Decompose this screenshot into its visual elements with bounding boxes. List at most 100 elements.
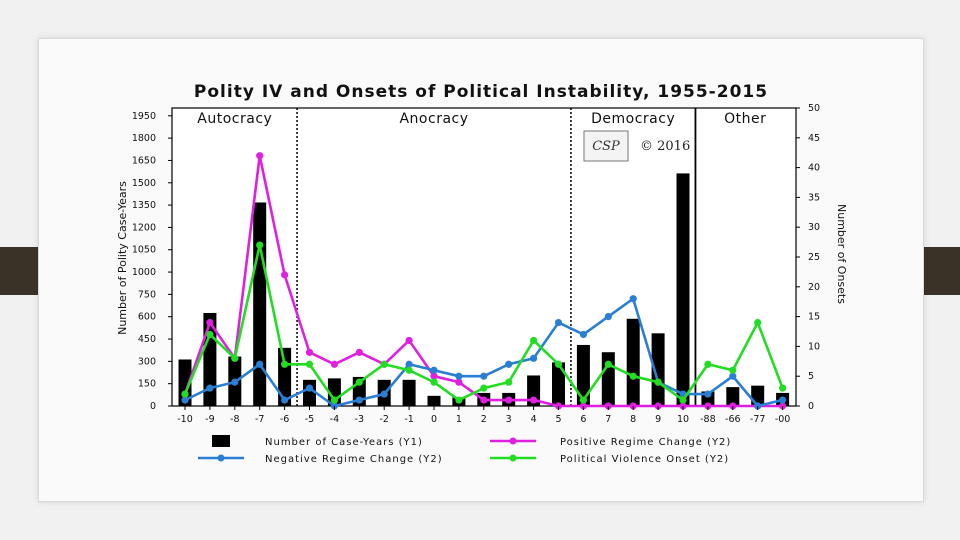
political-violence-onset-point xyxy=(704,360,712,368)
negative-regime-change-point xyxy=(181,396,189,404)
legend-swatch-marker xyxy=(509,437,517,445)
case-years-bar xyxy=(427,395,441,406)
legend-entry-label: Positive Regime Change (Y2) xyxy=(560,437,731,448)
y1-tick-label: 1350 xyxy=(132,200,156,211)
negative-regime-change-point xyxy=(256,360,264,368)
negative-regime-change-point xyxy=(629,295,637,303)
political-violence-onset-point xyxy=(779,384,787,392)
y2-tick-label: 50 xyxy=(808,103,820,114)
case-years-bar xyxy=(601,352,615,406)
x-tick-label: -10 xyxy=(177,414,193,425)
region-label: Other xyxy=(724,111,766,127)
political-violence-onset-point xyxy=(604,360,612,368)
x-tick-label: 9 xyxy=(655,414,661,425)
x-tick-label: 3 xyxy=(506,414,512,425)
political-violence-onset-point xyxy=(305,360,314,368)
political-violence-onset-point xyxy=(530,336,538,345)
positive-regime-change-point xyxy=(206,318,214,327)
y1-tick-label: 1500 xyxy=(132,178,156,189)
x-tick-label: 1 xyxy=(456,414,462,425)
y1-tick-label: 300 xyxy=(138,356,156,367)
legend-swatch-bar xyxy=(212,435,230,447)
case-years-bar xyxy=(576,344,590,406)
political-violence-onset-point xyxy=(231,354,239,362)
political-violence-onset-point xyxy=(430,378,438,386)
x-tick-label: -66 xyxy=(725,414,741,425)
x-tick-label: -3 xyxy=(355,414,364,425)
positive-regime-change-point xyxy=(256,152,264,160)
y1-tick-label: 1050 xyxy=(132,245,156,256)
y2-tick-label: 30 xyxy=(808,222,820,233)
y2-tick-label: 0 xyxy=(808,401,814,412)
case-years-bar xyxy=(676,173,690,406)
y1-tick-label: 0 xyxy=(150,401,156,412)
csp-logo-box xyxy=(583,130,629,162)
positive-regime-change-point xyxy=(430,372,438,380)
y1-tick-label: 1200 xyxy=(132,222,156,233)
political-violence-onset-point xyxy=(729,366,737,374)
political-violence-onset-point xyxy=(281,360,289,368)
x-tick-label: 4 xyxy=(531,414,537,425)
y1-axis-ticks: 0 150 300 450 600 750 1000 1050 1200 1350 1500 1650… xyxy=(132,111,172,412)
y1-tick-label: 1950 xyxy=(132,111,156,122)
y1-tick-label: 750 xyxy=(138,289,156,300)
political-violence-onset-point xyxy=(654,378,662,386)
csp-logo: CSP xyxy=(583,130,629,162)
region-label: Anocracy xyxy=(399,111,468,127)
y2-tick-label: 15 xyxy=(808,312,820,323)
y1-tick-label: 600 xyxy=(138,312,156,323)
region-dividers xyxy=(296,108,697,406)
x-tick-label: -7 xyxy=(255,414,264,425)
x-tick-label: -9 xyxy=(205,414,214,425)
x-tick-label: 0 xyxy=(431,414,437,425)
negative-regime-change-point xyxy=(305,384,314,392)
positive-regime-change-point xyxy=(405,336,413,345)
case-years-bar xyxy=(552,362,565,406)
political-violence-onset-point xyxy=(405,366,413,374)
y1-tick-label: 150 xyxy=(138,379,156,390)
political-violence-onset-point xyxy=(629,372,637,380)
y1-tick-label: 1000 xyxy=(132,267,156,278)
negative-regime-change-point xyxy=(530,354,538,362)
negative-regime-change-point xyxy=(480,372,488,380)
x-tick-label: 2 xyxy=(481,414,487,425)
x-tick-label: -8 xyxy=(230,414,239,425)
y2-tick-label: 5 xyxy=(808,371,814,382)
positive-regime-change-point xyxy=(355,348,363,356)
negative-regime-change-point xyxy=(779,396,787,404)
political-violence-onset-point xyxy=(480,384,488,392)
political-violence-onset-point xyxy=(754,318,762,327)
negative-regime-change-point xyxy=(206,384,214,392)
negative-regime-change-point xyxy=(505,360,513,368)
x-tick-label: -77 xyxy=(750,414,766,425)
line-series xyxy=(181,152,787,410)
x-tick-label: -2 xyxy=(379,414,388,425)
legend-entry-label: Number of Case-Years (Y1) xyxy=(265,437,423,448)
x-tick-label: -4 xyxy=(330,414,339,425)
negative-regime-change-point xyxy=(579,330,588,339)
negative-regime-change-point xyxy=(231,378,239,386)
y1-tick-label: 1800 xyxy=(132,133,156,144)
negative-regime-change-point xyxy=(281,396,289,404)
negative-regime-change-point xyxy=(455,372,463,380)
legend-entry-label: Political Violence Onset (Y2) xyxy=(560,454,729,465)
negative-regime-change-point xyxy=(355,396,363,404)
negative-regime-change-point xyxy=(729,372,737,380)
positive-regime-change-point xyxy=(505,396,513,404)
y2-axis-label: Number of Onsets xyxy=(835,204,848,304)
y2-tick-label: 45 xyxy=(808,133,820,144)
region-label: Democracy xyxy=(591,111,675,127)
political-violence-onset-point xyxy=(579,396,588,404)
x-tick-label: 6 xyxy=(580,414,586,425)
political-violence-onset-point xyxy=(330,396,338,404)
x-axis-ticks: -10 -9 -8 -7 -6 -5 -4 -3 -2 -1 0 1 2 3 4 5 6 7 8 9 10 -88 -66-… xyxy=(177,406,790,425)
negative-regime-change-point xyxy=(554,318,563,327)
political-violence-onset-point xyxy=(206,330,214,339)
case-years-bar xyxy=(253,202,267,406)
case-years-bar xyxy=(278,347,292,406)
case-years-bar xyxy=(303,379,316,406)
positive-regime-change-point xyxy=(530,396,538,404)
case-years-bar xyxy=(651,333,665,406)
case-years-bar xyxy=(626,318,640,406)
negative-regime-change-point xyxy=(405,360,413,368)
